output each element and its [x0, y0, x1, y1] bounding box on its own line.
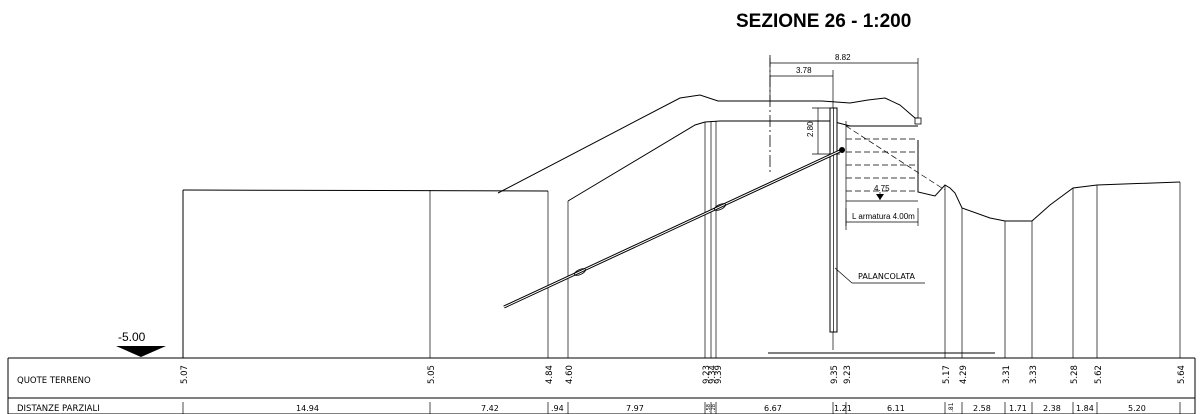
distance-value: 7.97 — [626, 404, 644, 413]
elevation-value: 5.07 — [180, 365, 190, 384]
station-lines — [429, 121, 1181, 358]
dimension-depth: 4.75 — [874, 184, 890, 193]
elevation-value: 4.29 — [959, 365, 969, 384]
distance-value: 1.84 — [1076, 404, 1094, 413]
sheet-pile-label: PALANCOLATA — [858, 272, 916, 281]
data-table: QUOTE TERRENO DISTANZE PARZIALI — [7, 357, 1196, 414]
elevation-value: 5.28 — [1070, 365, 1080, 384]
elevation-value: 5.17 — [942, 365, 952, 384]
sheet-pile-leader — [834, 267, 853, 284]
reference-level-marker — [116, 346, 166, 357]
armature-length-label: L armatura 4.00m — [852, 212, 915, 221]
distance-value: 7.42 — [481, 404, 499, 413]
elevation-value: 3.33 — [1029, 365, 1039, 384]
reinforced-earth-layers — [845, 117, 946, 202]
distance-value: .81 — [948, 402, 955, 412]
elevation-value: 3.31 — [1002, 365, 1012, 384]
elevation-value: 4.84 — [545, 365, 555, 384]
distance-value: 2.38 — [1043, 404, 1061, 413]
dimension-wall-height: 2.80 — [806, 121, 815, 137]
dimension-partial-width: 3.78 — [796, 66, 812, 75]
distance-value: 14.94 — [296, 404, 319, 413]
section-title: SEZIONE 26 - 1:200 — [736, 11, 911, 32]
elevation-value: 9.35 — [830, 365, 840, 384]
ground-profile-right — [917, 140, 1181, 222]
elevation-value: 5.64 — [1177, 365, 1187, 384]
embankment-inner-profile — [567, 120, 918, 202]
distance-value: 6.11 — [887, 404, 905, 413]
distance-value: 5.20 — [1128, 404, 1146, 413]
anchor-rod — [503, 147, 845, 309]
dimension-total-width: 8.82 — [835, 53, 851, 62]
top-dimensions: 8.82 3.78 — [769, 53, 919, 118]
elevation-value: 9.34 — [708, 365, 718, 384]
reference-level-label: -5.00 — [118, 330, 146, 344]
row-label-elevations: QUOTE TERRENO — [17, 376, 91, 386]
elevation-value: 5.62 — [1094, 365, 1104, 384]
elevation-value: 5.05 — [427, 365, 437, 384]
elevation-value: 9.39 — [714, 365, 724, 384]
row-label-distances: DISTANZE PARZIALI — [17, 404, 100, 414]
elevation-value: 9.23 — [702, 365, 712, 384]
distance-value: 1.21 — [834, 404, 852, 413]
distance-value: 2.58 — [973, 404, 991, 413]
embankment-outer-profile — [497, 94, 918, 194]
distance-value: .28 — [711, 404, 717, 412]
elevation-values: 5.07 5.05 4.84 4.60 9.23 9.34 9.39 9.35 … — [180, 365, 1187, 384]
distance-value: 1.71 — [1009, 404, 1027, 413]
distance-value: .58 — [706, 404, 712, 412]
distance-value: .94 — [551, 404, 564, 413]
elevation-value: 4.60 — [565, 365, 575, 384]
distance-values: 14.94 7.42 .94 7.97 .58 .28 6.67 1.21 6.… — [182, 402, 1181, 414]
elevation-value: 9.23 — [843, 365, 853, 384]
distance-value: 6.67 — [764, 404, 782, 413]
